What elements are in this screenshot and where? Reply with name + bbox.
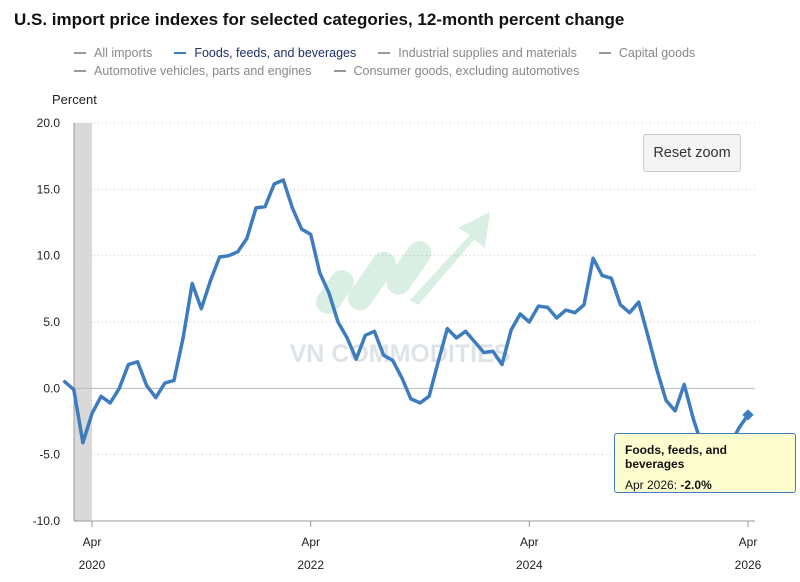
y-tick-label: 20.0 xyxy=(37,116,61,130)
legend-swatch xyxy=(378,52,391,54)
y-tick-label: 5.0 xyxy=(43,315,60,329)
reset-zoom-button[interactable]: Reset zoom xyxy=(643,134,741,172)
data-tooltip: Foods, feeds, and beverages Apr 2026: -2… xyxy=(614,433,796,493)
tooltip-date: Apr 2026: xyxy=(625,478,678,492)
legend-label: Foods, feeds, and beverages xyxy=(194,46,357,60)
y-tick-label: -10.0 xyxy=(33,514,61,528)
x-tick-label-month: Apr xyxy=(301,535,320,549)
y-tick-label: 15.0 xyxy=(37,182,61,196)
watermark: VN COMMODITIES xyxy=(290,212,511,368)
legend-swatch xyxy=(74,70,86,72)
x-tick-label-year: 2020 xyxy=(79,558,106,572)
x-tick-label-month: Apr xyxy=(83,535,102,549)
tooltip-series-name: Foods, feeds, and beverages xyxy=(625,443,728,471)
legend-label: Automotive vehicles, parts and engines xyxy=(94,64,312,78)
legend-label: Consumer goods, excluding automotives xyxy=(353,64,580,78)
x-tick-label-month: Apr xyxy=(739,535,758,549)
chart-title: U.S. import price indexes for selected c… xyxy=(14,10,625,29)
series-line-foods-feeds-beverages xyxy=(62,178,750,450)
legend-row-1: All imports Foods, feeds, and beverages … xyxy=(74,44,774,62)
legend-swatch xyxy=(333,70,346,72)
x-tick-label-month: Apr xyxy=(520,535,539,549)
legend-row-2: Automotive vehicles, parts and engines C… xyxy=(74,62,774,80)
legend: All imports Foods, feeds, and beverages … xyxy=(74,44,774,80)
y-tick-label: -5.0 xyxy=(39,448,60,462)
y-tick-label: 10.0 xyxy=(37,249,61,263)
legend-item-consumer-goods[interactable]: Consumer goods, excluding automotives xyxy=(333,64,580,78)
x-tick-label-year: 2024 xyxy=(516,558,543,572)
legend-label: Industrial supplies and materials xyxy=(398,46,577,60)
watermark-text: VN COMMODITIES xyxy=(290,340,511,368)
x-tick-label-year: 2022 xyxy=(297,558,324,572)
legend-swatch xyxy=(598,52,611,54)
legend-label: Capital goods xyxy=(618,46,696,60)
legend-swatch xyxy=(74,52,86,54)
series-point-highlight xyxy=(742,409,754,421)
legend-item-industrial-supplies[interactable]: Industrial supplies and materials xyxy=(378,46,577,60)
y-axis-label: Percent xyxy=(52,92,97,107)
legend-item-all-imports[interactable]: All imports xyxy=(74,46,152,60)
legend-item-capital-goods[interactable]: Capital goods xyxy=(598,46,696,60)
tooltip-value: -2.0% xyxy=(680,478,712,492)
x-tick-label-year: 2026 xyxy=(735,558,762,572)
legend-item-automotive[interactable]: Automotive vehicles, parts and engines xyxy=(74,64,312,78)
legend-label: All imports xyxy=(94,46,153,60)
legend-item-foods-feeds-beverages[interactable]: Foods, feeds, and beverages xyxy=(174,46,356,60)
legend-swatch xyxy=(174,52,187,54)
watermark-logo-icon xyxy=(316,212,490,314)
y-tick-label: 0.0 xyxy=(43,381,60,395)
